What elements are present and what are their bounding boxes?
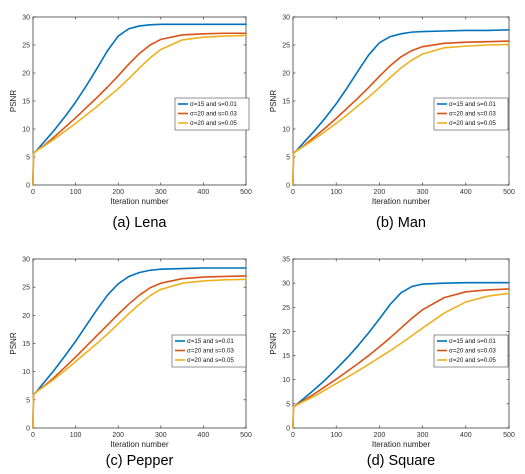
y-tick-label: 30 [282,281,290,288]
x-axis-label: Iteration number [372,440,431,449]
y-tick-label: 30 [22,257,30,264]
y-tick-label: 5 [26,397,30,404]
series-line-3 [32,278,247,429]
chart-panel-1: 0 100 200 300 400 500 0 5 10 15 20 25 30 Iteration nu… [9,15,252,232]
x-tick-label: 200 [112,432,124,439]
y-tick-label: 20 [22,71,30,78]
x-tick-label: 100 [70,189,82,196]
y-tick-label: 20 [282,329,290,336]
x-tick-label: 300 [155,432,167,439]
panel-caption: (c) Pepper [106,453,174,469]
x-tick-label: 500 [240,432,252,439]
x-tick-label: 0 [291,189,295,196]
panel-caption: (b) Man [376,215,426,231]
x-tick-label: 300 [155,189,167,196]
y-tick-label: 0 [26,183,30,190]
x-tick-label: 0 [31,189,35,196]
y-tick-label: 25 [282,43,290,50]
legend-entry: σ=15 and s=0.01 [449,338,496,345]
x-tick-label: 300 [417,432,429,439]
x-tick-label: 500 [240,189,252,196]
legend-entry: σ=20 and s=0.05 [449,357,496,364]
series-line-3 [292,292,510,429]
y-axis-label: PSNR [269,332,278,354]
chart-panel-3: 0 100 200 300 400 500 0 5 10 15 20 25 30 Iteration nu… [9,257,252,470]
x-tick-label: 300 [417,189,429,196]
y-tick-label: 25 [22,43,30,50]
y-tick-label: 10 [282,377,290,384]
legend: σ=15 and s=0.01 σ=20 and s=0.03 σ=20 and s… [433,334,509,368]
x-tick-label: 200 [374,189,386,196]
x-axis-label: Iteration number [110,440,169,449]
y-tick-label: 0 [286,183,290,190]
x-tick-label: 500 [503,432,515,439]
legend-entry: σ=20 and s=0.05 [449,120,496,127]
legend-entry: σ=15 and s=0.01 [190,101,237,108]
x-tick-label: 100 [70,432,82,439]
legend-entry: σ=20 and s=0.03 [449,348,496,355]
y-tick-label: 15 [282,99,290,106]
y-tick-label: 20 [282,71,290,78]
legend-entry: σ=20 and s=0.03 [190,111,237,118]
x-tick-label: 400 [460,189,472,196]
legend-entry: σ=15 and s=0.01 [449,101,496,108]
y-tick-label: 5 [26,155,30,162]
legend-entry: σ=20 and s=0.03 [187,348,234,355]
legend-entry: σ=20 and s=0.05 [187,357,234,364]
series-line-3 [32,34,247,186]
y-tick-label: 5 [286,155,290,162]
y-axis-label: PSNR [9,332,18,354]
y-tick-label: 10 [282,127,290,134]
x-axis-label: Iteration number [372,197,431,206]
x-tick-label: 200 [112,189,124,196]
chart-panel-4: 0 100 200 300 400 500 0 5 10 15 20 25 30 35 Iteration … [269,257,515,470]
series-line-3 [292,43,510,186]
y-tick-label: 15 [282,353,290,360]
y-tick-label: 15 [22,99,30,106]
x-tick-label: 400 [460,432,472,439]
y-tick-label: 25 [282,305,290,312]
x-tick-label: 400 [198,432,210,439]
x-tick-label: 500 [503,189,515,196]
y-axis-label: PSNR [269,90,278,112]
y-tick-label: 30 [282,15,290,22]
legend: σ=15 and s=0.01 σ=20 and s=0.03 σ=20 and s… [171,334,247,368]
x-axis-label: Iteration number [110,197,169,206]
y-axis-label: PSNR [9,90,18,112]
chart-panel-2: 0 100 200 300 400 500 0 5 10 15 20 25 30 Iteration nu… [269,15,515,232]
x-tick-label: 100 [330,432,342,439]
legend-entry: σ=15 and s=0.01 [187,338,234,345]
y-tick-label: 15 [22,341,30,348]
y-tick-label: 0 [26,426,30,433]
x-tick-label: 100 [330,189,342,196]
y-tick-label: 30 [22,15,30,22]
panel-caption: (a) Lena [112,215,167,231]
y-tick-label: 10 [22,369,30,376]
legend-entry: σ=20 and s=0.03 [449,111,496,118]
y-tick-label: 0 [286,426,290,433]
x-tick-label: 0 [291,432,295,439]
y-tick-label: 25 [22,285,30,292]
x-tick-label: 0 [31,432,35,439]
y-tick-label: 10 [22,127,30,134]
legend: σ=15 and s=0.01 σ=20 and s=0.03 σ=20 and s… [174,97,250,131]
panel-caption: (d) Square [367,453,436,469]
legend: σ=15 and s=0.01 σ=20 and s=0.03 σ=20 and s… [433,97,509,131]
legend-entry: σ=20 and s=0.05 [190,120,237,127]
x-tick-label: 400 [198,189,210,196]
y-tick-label: 35 [282,257,290,264]
y-tick-label: 20 [22,313,30,320]
y-tick-label: 5 [286,401,290,408]
x-tick-label: 200 [374,432,386,439]
